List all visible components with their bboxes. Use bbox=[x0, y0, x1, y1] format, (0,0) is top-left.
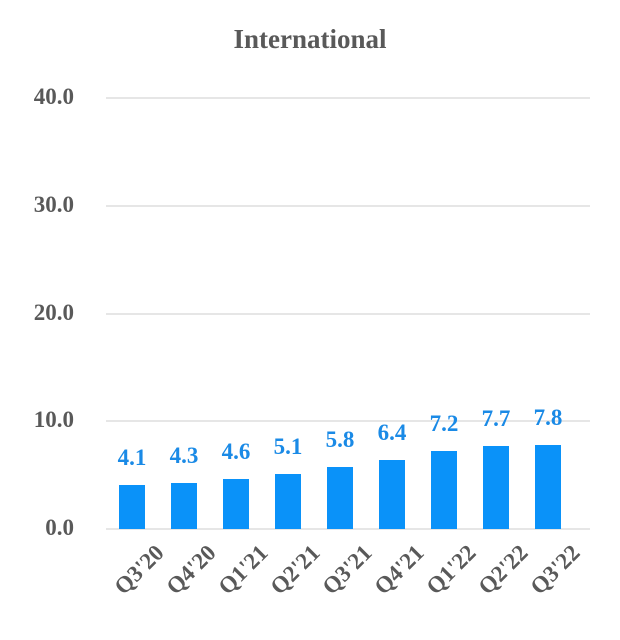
y-tick-label: 0.0 bbox=[45, 515, 74, 540]
gridline bbox=[106, 97, 590, 99]
chart-title: International bbox=[233, 24, 387, 54]
bar bbox=[379, 460, 405, 529]
bar bbox=[171, 482, 197, 529]
y-tick-label: 40.0 bbox=[33, 84, 74, 109]
gridline bbox=[106, 204, 590, 207]
data-label: 7.7 bbox=[481, 406, 511, 432]
data-label: 7.8 bbox=[533, 404, 563, 430]
bar bbox=[223, 479, 249, 529]
data-label: 5.8 bbox=[325, 426, 355, 452]
y-tick-label: 20.0 bbox=[33, 299, 74, 325]
data-label: 6.4 bbox=[377, 420, 407, 446]
data-label: 5.1 bbox=[273, 434, 303, 460]
data-label: 7.2 bbox=[429, 411, 459, 437]
bar bbox=[119, 484, 145, 529]
gridline bbox=[106, 420, 590, 423]
bar bbox=[535, 444, 561, 529]
bar bbox=[275, 474, 301, 529]
data-label: 4.1 bbox=[117, 444, 147, 470]
gridline bbox=[106, 312, 590, 315]
y-tick-label: 30.0 bbox=[33, 191, 74, 217]
gridline bbox=[106, 528, 590, 530]
bar bbox=[483, 446, 509, 529]
bar bbox=[327, 466, 353, 529]
data-label: 4.6 bbox=[221, 439, 251, 465]
y-tick-label: 10.0 bbox=[33, 407, 74, 433]
data-label: 4.3 bbox=[169, 442, 199, 468]
bar bbox=[431, 451, 457, 529]
